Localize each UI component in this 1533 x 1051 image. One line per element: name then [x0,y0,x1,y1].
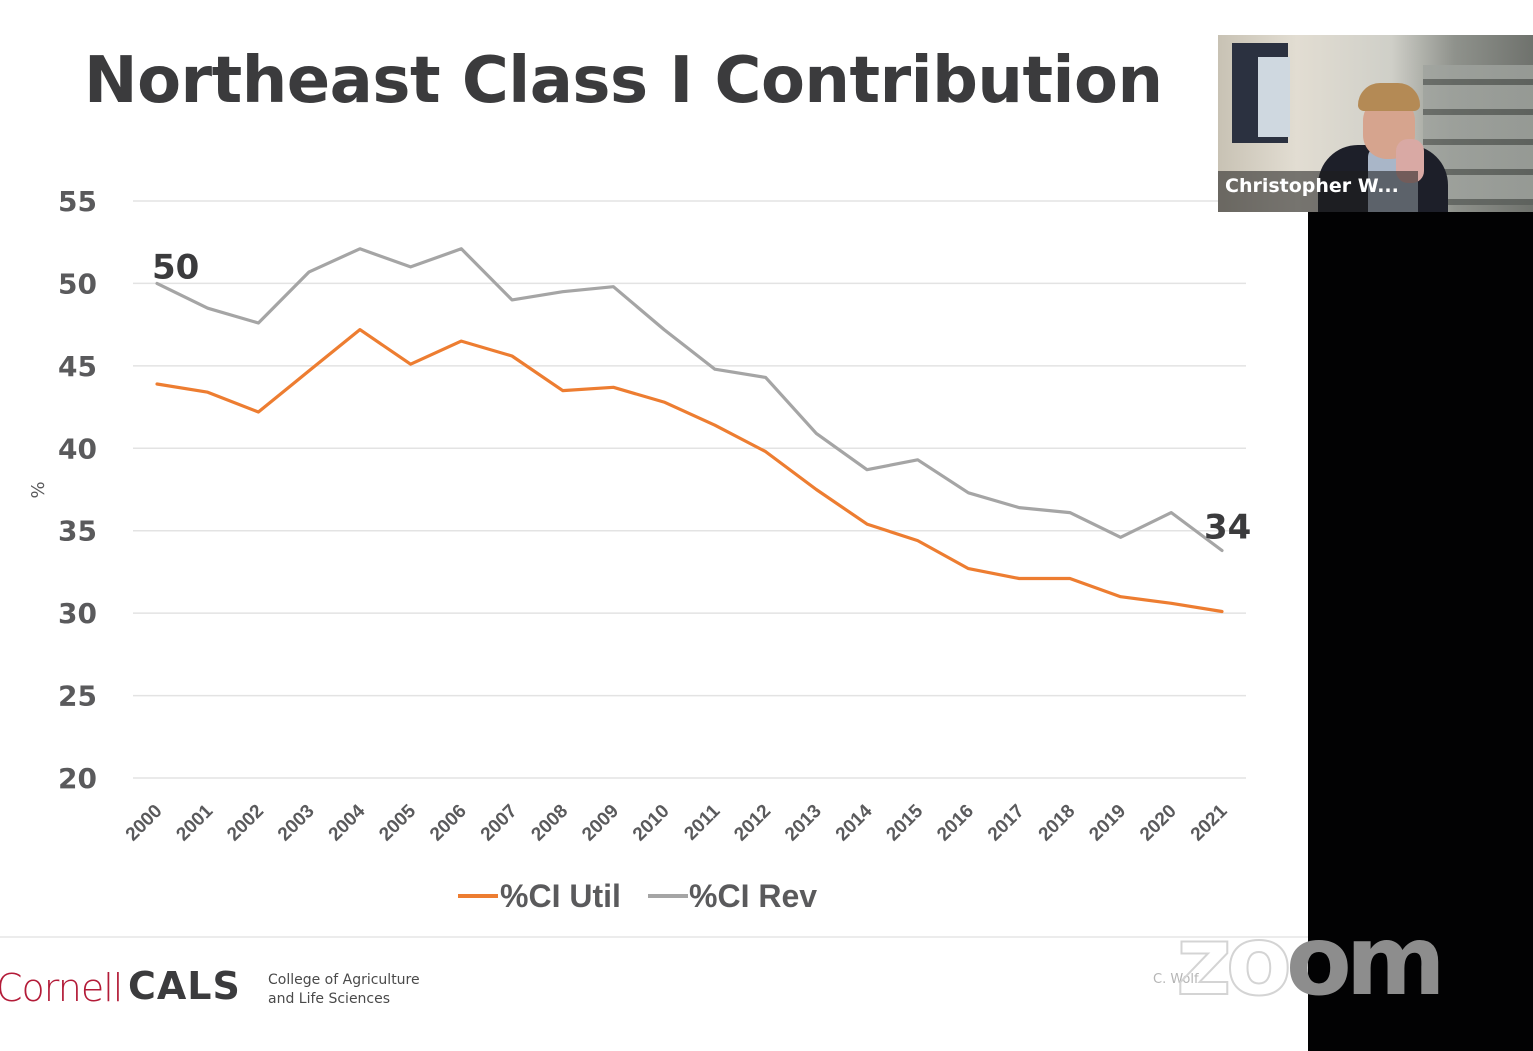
y-tick-label: 40 [58,432,97,465]
x-tick-label: 2001 [173,800,218,845]
x-axis-ticks: 2000 2001 2002 2003 2004 2005 2006 2007 2008 2009… [122,800,1232,845]
x-tick-label: 2005 [375,800,420,845]
x-tick-label: 2007 [477,801,522,846]
x-tick-label: 2010 [629,801,674,846]
gridlines [133,200,1246,779]
y-tick-label: 55 [58,185,97,218]
y-axis-label: % [28,481,49,498]
x-tick-label: 2008 [528,801,573,846]
legend-label-util: %CI Util [500,878,621,914]
college-line-2: and Life Sciences [268,991,391,1007]
participant-name-bar [1218,171,1418,212]
cornell-logo-text: Cornell [0,966,123,1010]
data-annotations: 50 34 [152,247,1251,547]
y-tick-label: 35 [58,515,97,548]
x-tick-label: 2003 [274,801,319,846]
y-tick-label: 30 [58,597,97,630]
cals-logo-text: CALS [128,964,241,1008]
y-axis-ticks: 55 50 45 40 35 30 25 20 [58,185,97,795]
author-credit: C. Wolf [1153,972,1199,987]
participant-name: Christopher W... [1225,175,1399,197]
college-line-1: College of Agriculture [268,972,420,988]
y-tick-label: 45 [58,350,97,383]
x-tick-label: 2011 [680,800,724,844]
video-background-window [1232,43,1290,143]
data-label: 50 [152,247,199,287]
participant-hair [1358,83,1420,111]
x-tick-label: 2021 [1187,800,1232,845]
zoom-watermark-logo: zoom [1175,904,1446,1018]
footer-divider [0,936,1308,938]
x-tick-label: 2012 [730,801,775,846]
series-lines [155,247,1224,614]
x-tick-label: 2016 [933,801,978,846]
series-line-util [155,328,1224,614]
y-tick-label: 50 [58,267,97,300]
y-tick-label: 25 [58,680,97,713]
x-tick-label: 2017 [984,801,1029,846]
legend: %CI Util %CI Rev [458,878,817,914]
x-tick-label: 2004 [325,800,370,845]
x-tick-label: 2006 [426,801,471,846]
x-tick-label: 2002 [223,801,268,846]
slide-title: Northeast Class I Contribution [84,44,1163,118]
data-label: 34 [1204,507,1251,547]
x-tick-label: 2014 [832,800,877,845]
top-strip [1218,0,1533,35]
x-tick-label: 2000 [122,801,167,846]
series-line-rev [155,247,1224,553]
x-tick-label: 2013 [781,801,826,846]
participant-video-tile[interactable]: Christopher W... [1218,35,1533,212]
x-tick-label: 2009 [578,801,623,846]
x-tick-label: 2015 [883,800,928,845]
x-tick-label: 2018 [1035,801,1080,846]
x-tick-label: 2020 [1136,801,1181,846]
y-tick-label: 20 [58,762,97,795]
x-tick-label: 2019 [1085,801,1130,846]
college-name: College of Agriculture and Life Sciences [268,971,420,1009]
slide: Northeast Class I Contribution 55 50 45 40 3… [0,44,1308,1010]
legend-label-rev: %CI Rev [689,878,817,914]
